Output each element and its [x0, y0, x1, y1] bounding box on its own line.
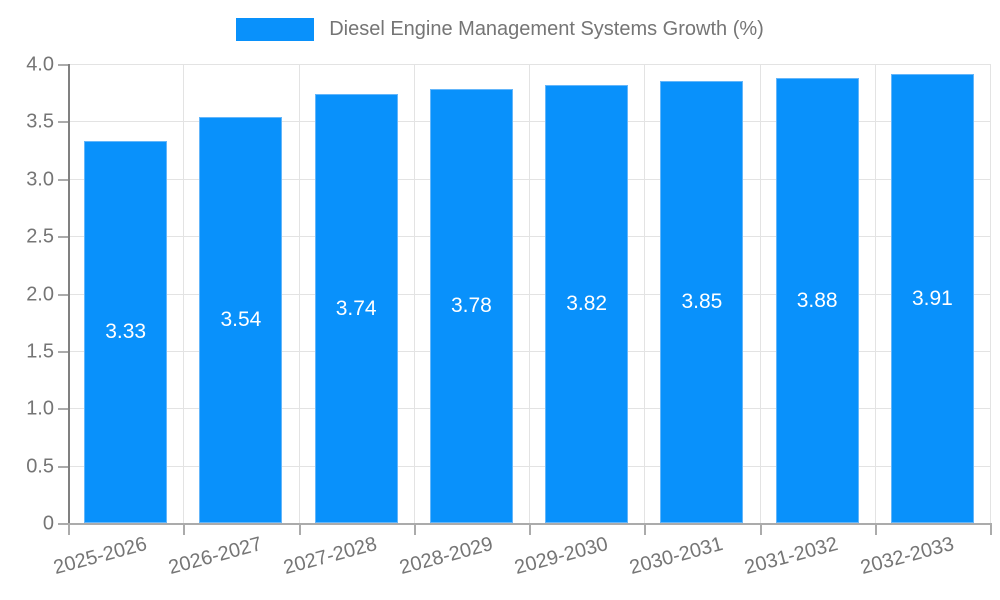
legend-label: Diesel Engine Management Systems Growth … — [329, 18, 764, 40]
x-tick-label: 2026-2027 — [166, 533, 265, 580]
x-tick — [413, 523, 416, 535]
x-tick — [183, 523, 186, 535]
y-tick — [58, 121, 68, 124]
y-tick — [58, 293, 68, 296]
x-tick — [529, 523, 531, 535]
y-tick-label: 1.0 — [26, 397, 54, 420]
y-tick — [58, 64, 68, 66]
y-tick-label: 1.5 — [26, 340, 54, 363]
x-tick-label: 2028-2029 — [396, 533, 496, 580]
x-grid-line — [990, 64, 991, 523]
x-tick — [644, 523, 647, 535]
bar — [891, 74, 974, 523]
bar — [315, 94, 398, 523]
bar-value-label: 3.88 — [796, 288, 838, 312]
y-tick — [58, 523, 68, 525]
bar-value-label: 3.33 — [105, 320, 147, 343]
bar — [776, 78, 859, 523]
x-tick-label: 2027-2028 — [281, 533, 380, 580]
x-grid-line — [529, 64, 530, 523]
bar-value-label: 3.78 — [450, 294, 492, 317]
x-tick — [990, 523, 992, 535]
y-tick-label: 3.0 — [26, 168, 54, 191]
x-grid-line — [298, 64, 300, 523]
y-tick — [58, 236, 68, 239]
bar-value-label: 3.91 — [911, 286, 953, 310]
y-tick-label: 2.0 — [26, 283, 54, 305]
y-tick-label: 4.0 — [26, 53, 54, 76]
y-tick-label: 2.5 — [26, 225, 54, 248]
x-tick — [68, 523, 70, 535]
y-tick — [58, 178, 68, 181]
y-tick-label: 0 — [42, 512, 54, 535]
bar-value-label: 3.74 — [335, 296, 377, 320]
x-tick — [298, 523, 301, 535]
x-grid-line — [759, 64, 761, 523]
x-tick-label: 2025-2026 — [51, 533, 150, 580]
x-tick — [874, 523, 877, 535]
y-tick — [58, 408, 68, 411]
y-tick — [58, 350, 68, 353]
y-tick-label: 3.5 — [26, 110, 54, 133]
bar — [545, 85, 628, 523]
x-tick-label: 2032-2033 — [857, 533, 957, 580]
legend-swatch — [236, 18, 315, 41]
bar — [84, 141, 167, 523]
legend: Diesel Engine Management Systems Growth … — [0, 18, 1000, 41]
bar — [660, 81, 743, 523]
bar — [430, 89, 513, 523]
x-tick — [759, 523, 762, 535]
x-grid-line — [644, 64, 646, 523]
y-tick-label: 0.5 — [26, 455, 54, 478]
y-axis-line — [68, 64, 70, 525]
bar-value-label: 3.54 — [220, 308, 262, 331]
x-axis-line — [68, 523, 990, 525]
x-tick-label: 2031-2032 — [742, 533, 841, 580]
bar — [199, 117, 282, 523]
x-tick-label: 2030-2031 — [627, 533, 726, 580]
y-tick — [58, 465, 68, 468]
x-grid-line — [874, 64, 876, 523]
x-grid-line — [183, 64, 185, 523]
bar-value-label: 3.85 — [681, 290, 723, 313]
bar-value-label: 3.82 — [566, 292, 608, 315]
x-grid-line — [413, 64, 415, 523]
x-tick-label: 2029-2030 — [512, 533, 611, 580]
